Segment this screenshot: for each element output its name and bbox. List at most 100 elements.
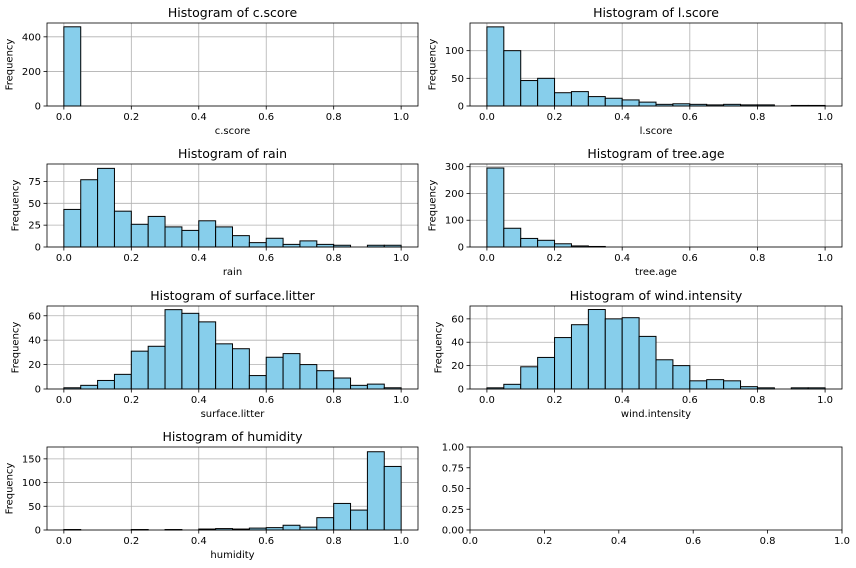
chart-7-y-tick-label-3: 0.75 <box>442 463 464 474</box>
chart-5-bar-7 <box>604 318 623 390</box>
chart-4-x-tick-label-0: 0.0 <box>56 395 72 406</box>
chart-7-x-tick-label-2: 0.4 <box>611 536 627 547</box>
chart-3-x-tick-label-1: 0.2 <box>547 253 563 264</box>
chart-2-x-tick-label-3: 0.6 <box>258 253 274 264</box>
chart-6-title: Histogram of humidity <box>162 429 303 444</box>
chart-4-frame <box>46 305 419 390</box>
chart-1-bar-3 <box>537 77 556 107</box>
chart-6-bar-19 <box>383 465 402 531</box>
chart-3-x-axis-label: tree.age <box>635 267 677 278</box>
chart-0-x-tick-label-1: 0.2 <box>123 112 139 123</box>
chart-5-bar-8 <box>621 317 640 390</box>
chart-6-bar-13 <box>282 524 301 531</box>
chart-5-bar-6 <box>587 309 606 390</box>
chart-7-y-tick-label-1: 0.25 <box>442 505 464 516</box>
chart-7-y-tick-label-0: 0.00 <box>442 526 464 537</box>
chart-6-x-tick-label-5: 1.0 <box>393 536 409 547</box>
chart-5-x-tick-label-5: 1.0 <box>817 395 833 406</box>
chart-1-bar-8 <box>621 99 640 107</box>
chart-1-bar-1 <box>503 50 522 107</box>
chart-3-y-tick-label-2: 200 <box>445 189 464 200</box>
chart-4-bar-10 <box>232 348 250 390</box>
chart-0-x-tick-label-4: 0.8 <box>326 112 342 123</box>
chart-0-frame <box>46 22 419 107</box>
chart-5-x-tick-label-4: 0.8 <box>750 395 766 406</box>
chart-0-x-tick-label-3: 0.6 <box>258 112 274 123</box>
chart-1-bar-2 <box>520 80 539 107</box>
chart-4-bar-4 <box>130 350 149 390</box>
chart-2-frame <box>46 163 419 248</box>
chart-6-y-tick-label-3: 150 <box>22 454 41 465</box>
chart-5-title: Histogram of wind.intensity <box>570 288 743 303</box>
chart-2-x-tick-label-2: 0.4 <box>191 253 207 264</box>
chart-4-bar-17 <box>350 384 368 390</box>
chart-5-bar-12 <box>689 380 708 390</box>
chart-5-bar-4 <box>554 337 572 390</box>
chart-0-bar-0 <box>63 26 82 107</box>
chart-3-x-tick-label-3: 0.6 <box>682 253 698 264</box>
chart-4-bar-16 <box>333 377 352 390</box>
chart-1-bar-4 <box>554 92 572 107</box>
chart-0-x-tick-label-0: 0.0 <box>56 112 72 123</box>
chart-4-bar-11 <box>248 375 267 390</box>
chart-0-y-tick-label-2: 400 <box>22 32 41 43</box>
chart-2-x-axis-label: rain <box>223 267 242 278</box>
chart-6-axes: 0.0 0.2 0.4 0.6 0.8 1.0 0 50 100 150 Histogram of … <box>4 429 419 561</box>
chart-3-x-tick-label-2: 0.4 <box>614 253 630 264</box>
chart-1-x-tick-label-1: 0.2 <box>547 112 563 123</box>
chart-1-bar-0 <box>486 26 505 107</box>
chart-7-x-tick-label-1: 0.2 <box>536 536 552 547</box>
chart-5-bar-10 <box>655 359 674 390</box>
chart-1-x-tick-label-2: 0.4 <box>614 112 630 123</box>
chart-6-bar-18 <box>366 451 385 531</box>
chart-4-x-tick-label-4: 0.8 <box>326 395 342 406</box>
chart-5-x-tick-label-2: 0.4 <box>614 395 630 406</box>
chart-6-x-tick-label-4: 0.8 <box>326 536 342 547</box>
chart-3-bar-4 <box>554 243 572 248</box>
chart-7-y-tick-label-2: 0.50 <box>442 484 464 495</box>
chart-2-bar-12 <box>265 237 284 248</box>
chart-6-x-tick-label-2: 0.4 <box>191 536 207 547</box>
chart-2-bar-6 <box>164 226 183 248</box>
chart-3-y-tick-label-1: 100 <box>445 216 464 227</box>
chart-1-y-tick-label-1: 50 <box>451 74 464 85</box>
chart-4-bar-15 <box>316 370 335 390</box>
chart-4-bar-13 <box>282 353 301 390</box>
chart-1-title: Histogram of l.score <box>593 5 719 20</box>
chart-6-x-tick-label-1: 0.2 <box>123 536 139 547</box>
chart-7-y-tick-label-4: 1.00 <box>442 443 464 454</box>
chart-4-bar-2 <box>97 379 115 390</box>
chart-5-bar-1 <box>503 383 522 390</box>
chart-3-y-tick-label-0: 0 <box>458 243 464 254</box>
chart-5-axes: 0.0 0.2 0.4 0.6 0.8 1.0 0 20 40 60 Histogram of wi… <box>434 288 843 420</box>
chart-3-bar-1 <box>503 227 522 248</box>
chart-4-bar-6 <box>164 309 183 390</box>
chart-4-x-tick-label-3: 0.6 <box>258 395 274 406</box>
chart-0-y-tick-label-0: 0 <box>35 102 41 113</box>
chart-4-title: Histogram of surface.litter <box>150 288 315 303</box>
chart-4-y-tick-label-2: 40 <box>28 336 41 347</box>
chart-2-y-tick-label-3: 75 <box>28 177 41 188</box>
chart-5-x-axis-label: wind.intensity <box>621 409 691 420</box>
chart-4-bar-3 <box>113 373 132 390</box>
chart-6-y-tick-label-2: 100 <box>22 478 41 489</box>
chart-1-bar-7 <box>604 97 623 107</box>
chart-2-x-tick-label-5: 1.0 <box>393 253 409 264</box>
chart-6-bar-17 <box>350 509 368 531</box>
chart-5-y-tick-label-3: 60 <box>451 314 464 325</box>
chart-1-axes: 0.0 0.2 0.4 0.6 0.8 1.0 0 50 100 Histogram of l.s… <box>427 5 843 137</box>
chart-3-x-tick-label-0: 0.0 <box>479 253 495 264</box>
chart-4-y-tick-label-3: 60 <box>28 311 41 322</box>
chart-5-frame <box>469 305 843 390</box>
chart-1-frame <box>469 22 843 107</box>
chart-4-y-tick-label-0: 0 <box>35 385 41 396</box>
chart-4-x-tick-label-2: 0.4 <box>191 395 207 406</box>
chart-3-y-tick-label-3: 300 <box>445 162 464 173</box>
chart-5-x-tick-label-1: 0.2 <box>547 395 563 406</box>
chart-6-bar-15 <box>316 517 335 531</box>
chart-0-y-tick-label-1: 200 <box>22 67 41 78</box>
chart-2-x-tick-label-1: 0.2 <box>123 253 139 264</box>
chart-6-x-tick-label-3: 0.6 <box>258 536 274 547</box>
chart-3-y-axis-label: Frequency <box>427 180 438 232</box>
